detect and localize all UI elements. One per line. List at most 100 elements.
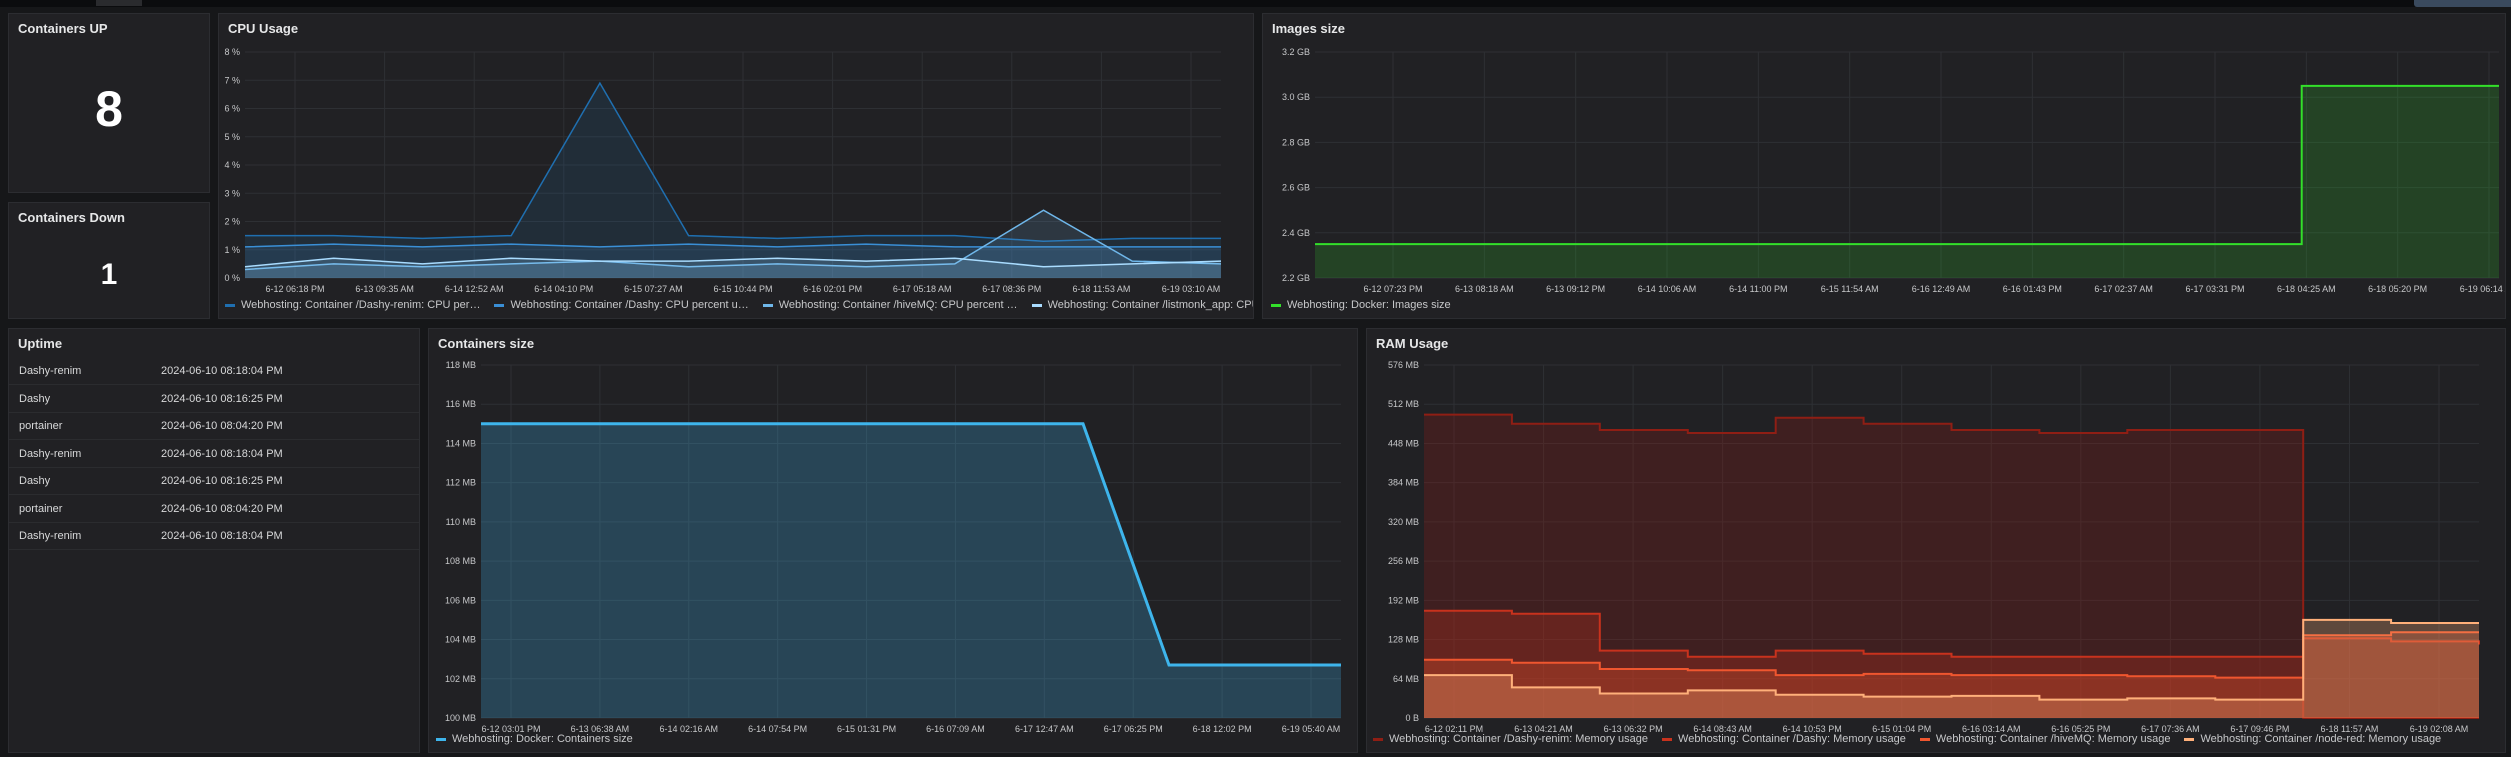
x-tick-label: 6-14 11:00 PM	[1729, 284, 1787, 294]
uptime-started-at: 2024-06-10 08:16:25 PM	[161, 392, 283, 405]
x-tick-label: 6-16 05:25 PM	[2051, 724, 2110, 734]
x-tick-label: 6-12 03:01 PM	[481, 724, 540, 734]
x-tick-label: 6-17 07:36 AM	[2141, 724, 2200, 734]
y-tick-label: 4 %	[224, 160, 240, 170]
y-tick-label: 5 %	[224, 132, 240, 142]
uptime-container-name: Dashy	[19, 475, 51, 487]
legend-swatch	[1919, 737, 1930, 741]
panel-title: Containers UP	[18, 21, 108, 36]
series-line[interactable]	[244, 243, 1221, 248]
uptime-started-at: 2024-06-10 08:18:04 PM	[161, 447, 283, 460]
y-tick-label: 3.0 GB	[1282, 92, 1310, 102]
series-line[interactable]	[244, 209, 1222, 271]
nav-button[interactable]	[2414, 0, 2511, 7]
y-tick-label: 6 %	[224, 104, 240, 114]
uptime-started-at: 2024-06-10 08:18:04 PM	[161, 365, 283, 377]
nav-tab[interactable]	[96, 0, 142, 6]
panel-title: Uptime	[18, 336, 63, 351]
legend-item[interactable]: Webhosting: Container /hiveMQ: Memory us…	[1919, 733, 2171, 745]
y-tick-label: 100 MB	[445, 713, 476, 723]
panel-containers-size: Containers size 100 MB 102 MB 104 MB 106 MB…	[428, 328, 1358, 753]
legend-item[interactable]: Webhosting: Container /Dashy: Memory usa…	[1662, 733, 1906, 745]
x-tick-label: 6-14 12:52 AM	[445, 284, 504, 294]
images-size-chart[interactable]: 2.2 GB 2.4 GB 2.6 GB 2.8 GB 3.0 GB 3.2 GB 6-12…	[1263, 14, 2506, 319]
y-tick-label: 64 MB	[1393, 674, 1419, 684]
x-tick-label: 6-13 04:21 AM	[1514, 724, 1573, 734]
panel-title: CPU Usage	[228, 21, 299, 36]
legend-label: Webhosting: Container /hiveMQ: CPU perce…	[778, 299, 1018, 311]
series-area	[1315, 85, 2499, 279]
legend-swatch	[436, 737, 446, 741]
containers-size-chart[interactable]: 100 MB 102 MB 104 MB 106 MB 108 MB 110 MB 112 …	[429, 329, 1358, 753]
x-tick-label: 6-13 09:35 AM	[355, 284, 414, 294]
legend-item[interactable]: Webhosting: Container /node-red: Memory …	[2184, 733, 2441, 745]
x-tick-label: 6-18 11:53 AM	[1072, 284, 1130, 294]
chart-legend: Webhosting: Docker: Images size	[1271, 299, 1451, 311]
y-tick-label: 106 MB	[445, 595, 476, 605]
legend-item[interactable]: Webhosting: Docker: Images size	[1271, 299, 1451, 311]
panel-uptime: Uptime Dashy-renim 2024-06-10 08:18:04 PM…	[8, 328, 420, 753]
y-tick-label: 108 MB	[445, 556, 476, 566]
legend-item[interactable]: Webhosting: Container /Dashy-renim: CPU …	[225, 299, 480, 311]
x-tick-label: 6-13 06:32 PM	[1604, 724, 1663, 734]
uptime-row: Dashy-renim 2024-06-10 08:18:04 PM	[9, 522, 419, 550]
y-tick-label: 110 MB	[446, 517, 476, 527]
uptime-container-name: Dashy-renim	[19, 365, 82, 377]
legend-item[interactable]: Webhosting: Container /Dashy: CPU percen…	[494, 299, 749, 311]
uptime-row: Dashy-renim 2024-06-10 08:18:04 PM	[9, 357, 419, 385]
uptime-container-name: portainer	[19, 502, 63, 515]
legend-swatch	[1271, 303, 1281, 307]
x-tick-label: 6-13 06:38 AM	[571, 724, 630, 734]
series-line[interactable]	[245, 81, 1221, 243]
y-tick-label: 320 MB	[1388, 517, 1419, 527]
x-tick-label: 6-15 10:44 PM	[713, 284, 772, 294]
x-tick-label: 6-14 10:53 PM	[1783, 724, 1842, 734]
uptime-started-at: 2024-06-10 08:18:04 PM	[161, 530, 283, 542]
y-tick-label: 7 %	[224, 75, 240, 85]
x-tick-label: 6-19 02:08 AM	[2410, 724, 2469, 734]
legend-label: Webhosting: Container /Dashy: Memory usa…	[1678, 733, 1906, 745]
y-tick-label: 3 %	[224, 188, 240, 198]
y-tick-label: 2.4 GB	[1282, 228, 1310, 238]
chart-legend: Webhosting: Docker: Containers size	[436, 733, 633, 745]
uptime-container-name: Dashy-renim	[19, 447, 82, 460]
uptime-row: Dashy 2024-06-10 08:16:25 PM	[9, 385, 419, 413]
y-tick-label: 8 %	[224, 47, 240, 57]
series-line[interactable]	[1424, 413, 2479, 719]
series-area	[481, 423, 1341, 718]
series-line[interactable]	[1424, 618, 2479, 701]
legend-item[interactable]: Webhosting: Container /Dashy-renim: Memo…	[1373, 733, 1648, 745]
x-tick-label: 6-17 03:31 PM	[2185, 284, 2244, 294]
legend-item[interactable]: Webhosting: Container /listmonk_app: CPU…	[1031, 299, 1253, 311]
legend-label: Webhosting: Container /hiveMQ: Memory us…	[1935, 733, 2171, 745]
y-tick-label: 114 MB	[446, 438, 476, 448]
series-line[interactable]	[1315, 84, 2499, 246]
uptime-container-name: Dashy	[19, 392, 51, 405]
cpu-chart[interactable]: 0 % 1 % 2 % 3 % 4 % 5 % 6 % 7 % 8 % 6-12 06:18 PM…	[219, 14, 1254, 319]
x-tick-label: 6-17 05:18 AM	[893, 284, 952, 294]
panel-containers-up: Containers UP 8	[8, 13, 210, 193]
series-line[interactable]	[244, 257, 1222, 268]
y-tick-label: 2.2 GB	[1282, 273, 1310, 283]
x-tick-label: 6-17 06:25 PM	[1104, 724, 1163, 734]
legend-item[interactable]: Webhosting: Docker: Containers size	[436, 733, 633, 745]
x-tick-label: 6-12 06:18 PM	[265, 284, 324, 294]
x-tick-label: 6-14 02:16 AM	[660, 724, 719, 734]
x-tick-label: 6-16 01:43 PM	[2003, 284, 2062, 294]
panel-title: Containers Down	[18, 210, 125, 225]
uptime-row: Dashy-renim 2024-06-10 08:18:04 PM	[9, 440, 419, 468]
x-tick-label: 6-17 02:37 AM	[2094, 284, 2153, 294]
legend-label: Webhosting: Docker: Images size	[1287, 299, 1451, 311]
uptime-container-name: Dashy-renim	[19, 530, 82, 542]
series-area	[1424, 619, 2479, 718]
ram-usage-chart[interactable]: 0 B 64 MB 128 MB 192 MB 256 MB 320 MB 384 MB 44…	[1367, 329, 2506, 753]
series-line[interactable]	[1424, 609, 2480, 658]
legend-item[interactable]: Webhosting: Container /hiveMQ: CPU perce…	[762, 299, 1018, 311]
x-tick-label: 6-16 03:14 AM	[1962, 724, 2021, 734]
legend-swatch	[1662, 737, 1673, 741]
containers-down-value: 1	[100, 258, 118, 291]
x-tick-label: 6-18 04:25 AM	[2277, 284, 2336, 294]
x-tick-label: 6-16 02:01 PM	[803, 284, 862, 294]
uptime-row: portainer 2024-06-10 08:04:20 PM	[9, 495, 419, 523]
legend-label: Webhosting: Container /listmonk_app: CPU…	[1047, 299, 1253, 311]
